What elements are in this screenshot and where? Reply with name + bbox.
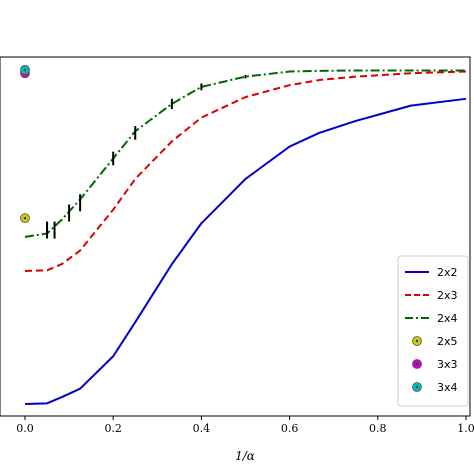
legend-swatch-center-2x5 [415,339,419,343]
error-bars-layer [46,74,247,239]
legend-label-2x3: 2x3 [437,289,458,302]
series-line-2x3 [24,70,467,273]
x-tick-label: 0.2 [104,422,122,435]
series-layer [24,69,467,405]
legend-label-2x2: 2x2 [437,266,458,279]
x-axis-ticks: 0.0 0.2 0.4 0.6 0.8 1.0 [16,416,474,435]
x-tick-label: 0.4 [193,422,211,435]
x-tick-label: 0.8 [369,422,387,435]
series-line-2x2 [24,97,467,405]
point-center-2x5 [23,216,27,220]
x-tick-label: 1.0 [457,422,474,435]
point-center-3x4 [23,68,27,72]
plot-area-frame [0,56,471,417]
legend-swatch-center-3x3 [415,362,419,366]
x-axis-label: 1/α [235,449,255,463]
x-tick-label: 0.6 [281,422,299,435]
series-line-2x4 [24,69,466,238]
legend-label-3x3: 3x3 [437,358,458,371]
legend-label-2x4: 2x4 [437,312,458,325]
single-points-layer [20,64,30,224]
legend-label-3x4: 3x4 [437,381,458,394]
x-tick-label: 0.0 [16,422,34,435]
legend-label-2x5: 2x5 [437,335,458,348]
legend-swatch-center-3x4 [415,385,419,389]
legend: 2x2 2x3 2x4 2x5 3x3 3x4 [397,255,469,407]
